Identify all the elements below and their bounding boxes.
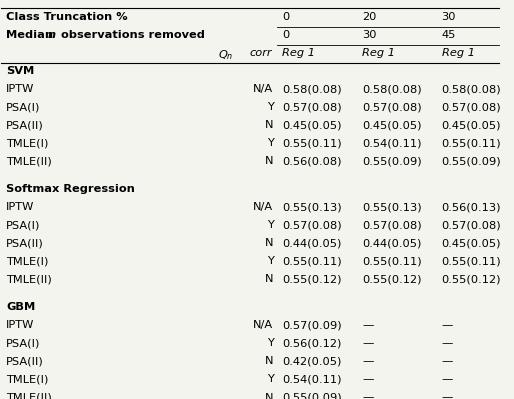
Text: —: — [442,393,453,399]
Text: TMLE(II): TMLE(II) [6,156,52,166]
Text: Y: Y [267,257,273,267]
Text: 0.55(0.12): 0.55(0.12) [442,275,501,284]
Text: Y: Y [267,102,273,112]
Text: $Q_n$: $Q_n$ [218,48,233,62]
Text: N/A: N/A [253,84,273,94]
Text: —: — [362,393,373,399]
Text: N: N [265,275,273,284]
Text: 0.55(0.11): 0.55(0.11) [362,257,421,267]
Text: N: N [265,238,273,248]
Text: TMLE(II): TMLE(II) [6,275,52,284]
Text: IPTW: IPTW [6,320,35,330]
Text: PSA(I): PSA(I) [6,338,41,348]
Text: 0.54(0.11): 0.54(0.11) [362,138,421,148]
Text: 0.45(0.05): 0.45(0.05) [282,120,342,130]
Text: Reg 1: Reg 1 [282,48,316,58]
Text: 0.45(0.05): 0.45(0.05) [362,120,421,130]
Text: PSA(I): PSA(I) [6,220,41,230]
Text: n: n [48,30,56,40]
Text: TMLE(I): TMLE(I) [6,375,49,385]
Text: 0.58(0.08): 0.58(0.08) [442,84,501,94]
Text: 0: 0 [282,30,290,40]
Text: 0.55(0.13): 0.55(0.13) [362,202,421,212]
Text: 20: 20 [362,12,376,22]
Text: PSA(II): PSA(II) [6,120,44,130]
Text: observations removed: observations removed [57,30,205,40]
Text: corr: corr [249,48,271,58]
Text: Y: Y [267,220,273,230]
Text: 0.55(0.09): 0.55(0.09) [282,393,342,399]
Text: —: — [442,375,453,385]
Text: 0.42(0.05): 0.42(0.05) [282,356,342,366]
Text: 0.54(0.11): 0.54(0.11) [282,375,342,385]
Text: Softmax Regression: Softmax Regression [6,184,135,194]
Text: 30: 30 [362,30,377,40]
Text: 0.55(0.11): 0.55(0.11) [442,257,501,267]
Text: 0.57(0.08): 0.57(0.08) [362,102,421,112]
Text: TMLE(I): TMLE(I) [6,257,49,267]
Text: PSA(II): PSA(II) [6,356,44,366]
Text: Median: Median [6,30,58,40]
Text: SVM: SVM [6,66,34,76]
Text: PSA(II): PSA(II) [6,238,44,248]
Text: 0.57(0.08): 0.57(0.08) [442,220,501,230]
Text: 45: 45 [442,30,456,40]
Text: —: — [442,356,453,366]
Text: 0.56(0.12): 0.56(0.12) [282,338,342,348]
Text: Reg 1: Reg 1 [362,48,395,58]
Text: 0: 0 [282,12,290,22]
Text: Class Truncation %: Class Truncation % [6,12,128,22]
Text: IPTW: IPTW [6,84,35,94]
Text: 0.55(0.11): 0.55(0.11) [282,138,342,148]
Text: N: N [265,120,273,130]
Text: 0.44(0.05): 0.44(0.05) [282,238,342,248]
Text: 0.57(0.08): 0.57(0.08) [282,220,342,230]
Text: Y: Y [267,138,273,148]
Text: 0.55(0.12): 0.55(0.12) [362,275,421,284]
Text: 0.44(0.05): 0.44(0.05) [362,238,421,248]
Text: 0.57(0.08): 0.57(0.08) [362,220,421,230]
Text: GBM: GBM [6,302,35,312]
Text: —: — [362,375,373,385]
Text: 0.55(0.11): 0.55(0.11) [282,257,342,267]
Text: 0.55(0.13): 0.55(0.13) [282,202,342,212]
Text: N/A: N/A [253,202,273,212]
Text: 0.55(0.09): 0.55(0.09) [362,156,421,166]
Text: 0.45(0.05): 0.45(0.05) [442,238,501,248]
Text: —: — [362,356,373,366]
Text: —: — [362,320,373,330]
Text: Y: Y [267,375,273,385]
Text: 0.58(0.08): 0.58(0.08) [362,84,421,94]
Text: TMLE(I): TMLE(I) [6,138,49,148]
Text: —: — [362,338,373,348]
Text: —: — [442,320,453,330]
Text: N: N [265,393,273,399]
Text: 0.56(0.13): 0.56(0.13) [442,202,501,212]
Text: TMLE(II): TMLE(II) [6,393,52,399]
Text: 0.58(0.08): 0.58(0.08) [282,84,342,94]
Text: IPTW: IPTW [6,202,35,212]
Text: 0.55(0.11): 0.55(0.11) [442,138,501,148]
Text: N: N [265,356,273,366]
Text: N/A: N/A [253,320,273,330]
Text: 0.57(0.09): 0.57(0.09) [282,320,342,330]
Text: 30: 30 [442,12,456,22]
Text: 0.57(0.08): 0.57(0.08) [442,102,501,112]
Text: PSA(I): PSA(I) [6,102,41,112]
Text: N: N [265,156,273,166]
Text: 0.57(0.08): 0.57(0.08) [282,102,342,112]
Text: 0.45(0.05): 0.45(0.05) [442,120,501,130]
Text: Y: Y [267,338,273,348]
Text: —: — [442,338,453,348]
Text: 0.55(0.12): 0.55(0.12) [282,275,342,284]
Text: 0.55(0.09): 0.55(0.09) [442,156,501,166]
Text: Reg 1: Reg 1 [442,48,474,58]
Text: 0.56(0.08): 0.56(0.08) [282,156,342,166]
